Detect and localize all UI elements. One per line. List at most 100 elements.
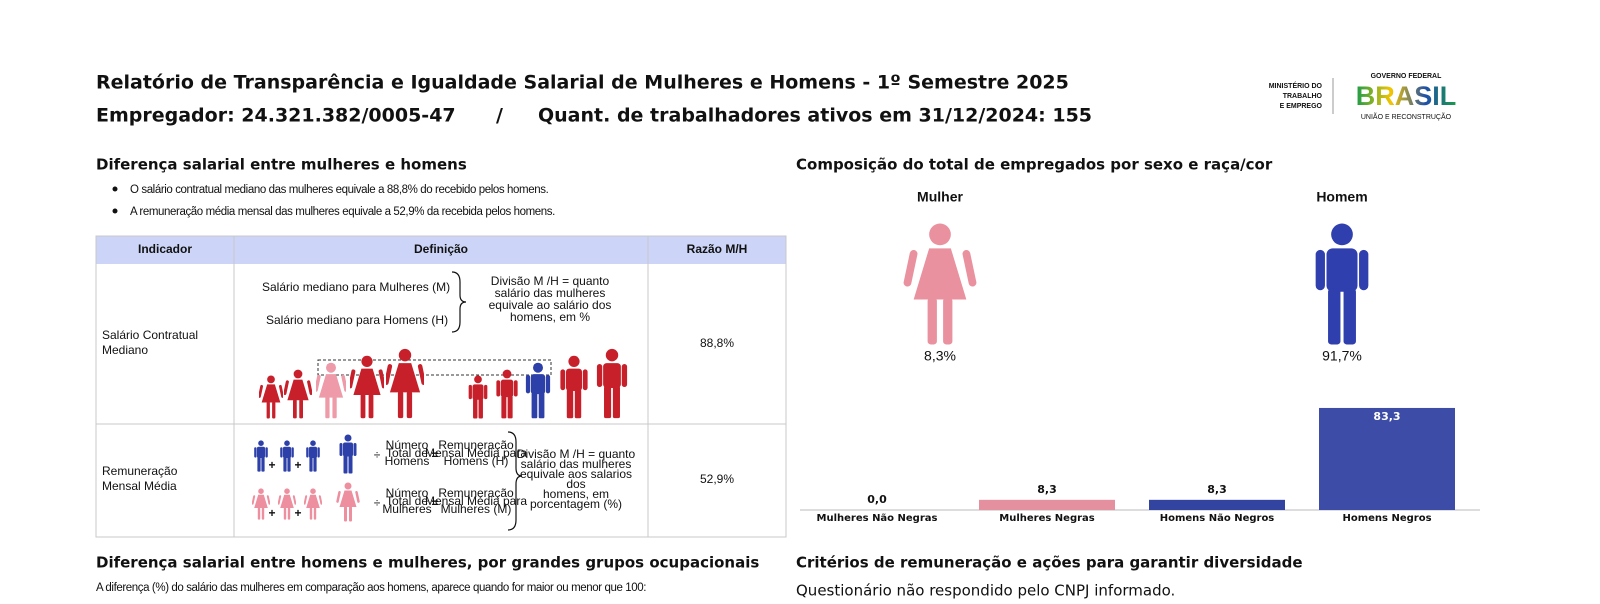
bullet-text: O salário contratual mediano das mulhere…	[130, 184, 549, 196]
operator: +	[268, 458, 275, 472]
formula-text: Remuneração	[438, 438, 514, 452]
definition-note: homens, em %	[510, 310, 590, 324]
woman-figure	[902, 223, 978, 345]
definition-note: salário das mulheres	[495, 286, 606, 300]
section-title: Diferença salarial entre mulheres e home…	[96, 156, 467, 174]
ministry-line: MINISTÉRIO DO	[1269, 81, 1323, 90]
bar	[979, 499, 1115, 510]
separator: /	[496, 105, 503, 127]
man-figure	[1315, 223, 1369, 345]
formula-text: Remuneração	[438, 486, 514, 500]
formula-text: Total de	[386, 494, 428, 508]
value-label: 8,3	[1037, 483, 1057, 496]
definition-note: equivale ao salário dos	[489, 298, 612, 312]
woman-icon	[284, 369, 312, 419]
ratio: 52,9%	[700, 472, 734, 486]
formula-text: Mulheres (M)	[441, 502, 512, 516]
section-title: Composição do total de empregados por se…	[796, 156, 1273, 174]
woman-icon	[386, 348, 424, 419]
column-header: Definição	[414, 242, 468, 256]
definition-note: dos	[566, 477, 585, 491]
operator: +	[294, 458, 301, 472]
woman-icon	[304, 488, 322, 520]
definition-note: equivale aos salarios	[520, 467, 632, 481]
woman-icon	[336, 482, 360, 522]
brace	[507, 431, 523, 531]
bar-chart: 0,0 Mulheres Não Negras 8,3 Mulheres Negras…	[817, 407, 1455, 524]
definition-note: homens, em	[543, 487, 609, 501]
definition-text: Salário mediano para Mulheres (M)	[262, 280, 450, 294]
definition-text: Salário mediano para Homens (H)	[266, 313, 448, 327]
man-icon	[560, 355, 588, 419]
men-share: 91,7%	[1322, 348, 1362, 364]
bullet	[112, 208, 118, 214]
employer: Empregador: 24.321.382/0005-47	[96, 105, 456, 127]
report-title: Relatório de Transparência e Igualdade S…	[96, 72, 1069, 94]
category-label: Homens Negros	[1342, 513, 1431, 524]
bullet	[112, 186, 118, 192]
woman-icon	[316, 362, 346, 419]
operator: ÷	[374, 496, 381, 510]
table-border	[95, 235, 787, 538]
bar	[1319, 407, 1455, 510]
indicator: Mediano	[102, 343, 148, 357]
operator: +	[294, 506, 301, 520]
definition-note: salário das mulheres	[521, 457, 632, 471]
value-label: 83,3	[1373, 410, 1400, 423]
man-icon	[306, 440, 320, 472]
workers: Quant. de trabalhadores ativos em 31/12/…	[538, 105, 1092, 127]
formula-text: Mulheres	[382, 502, 431, 516]
man-icon	[525, 362, 551, 419]
women-share: 8,3%	[924, 348, 956, 364]
definition-note: Divisão M /H = quanto	[491, 274, 610, 288]
women-label: Mulher	[917, 189, 963, 205]
bullet-text: A remuneração média mensal das mulheres …	[130, 206, 555, 218]
formula-text: Homens	[385, 454, 430, 468]
section-title: Diferença salarial entre homens e mulher…	[96, 554, 759, 572]
operator: +	[268, 506, 275, 520]
ratio: 88,8%	[700, 336, 734, 350]
ministry-line: TRABALHO	[1283, 93, 1323, 100]
value-label: 0,0	[867, 493, 887, 506]
median-box	[317, 359, 552, 376]
formula-text: Mensal Média para	[425, 446, 527, 460]
men-label: Homem	[1316, 189, 1367, 205]
operator: ÷	[374, 448, 381, 462]
man-icon	[596, 348, 628, 419]
indicator: Salário Contratual	[102, 328, 198, 342]
column-header: Razão M/H	[687, 242, 748, 256]
man-icon	[468, 375, 488, 419]
woman-icon	[259, 375, 283, 419]
bar	[1149, 499, 1285, 510]
category-label: Mulheres Não Negras	[817, 513, 938, 524]
formula-text: Número	[386, 438, 429, 452]
definition-note: porcentagem (%)	[530, 497, 622, 511]
formula-text: Número	[386, 486, 429, 500]
definition-note: Divisão M /H = quanto	[517, 447, 636, 461]
table-header	[96, 236, 786, 264]
brand: BRASIL	[1356, 81, 1457, 111]
ministry-line: E EMPREGO	[1280, 103, 1323, 110]
slogan: UNIÃO E RECONSTRUÇÃO	[1361, 112, 1452, 121]
government: GOVERNO FEDERAL	[1371, 73, 1443, 80]
operator: =	[431, 496, 438, 510]
indicator: Mensal Média	[102, 479, 177, 493]
woman-icon	[350, 355, 384, 419]
column-header: Indicador	[138, 242, 192, 256]
category-label: Mulheres Negras	[999, 513, 1095, 524]
section-title: Critérios de remuneração e ações para ga…	[796, 554, 1303, 572]
man-icon	[496, 369, 518, 419]
man-icon	[280, 440, 294, 472]
section-text: Questionário não respondido pelo CNPJ in…	[796, 582, 1175, 600]
man-icon	[254, 440, 268, 472]
formula-text: Mensal Média para	[425, 494, 527, 508]
formula-text: Homens (H)	[444, 454, 509, 468]
category-label: Homens Não Negros	[1160, 513, 1275, 524]
section-text: A diferença (%) do salário das mulheres …	[96, 582, 646, 594]
brace	[451, 271, 467, 333]
value-label: 8,3	[1207, 483, 1227, 496]
formula-text: Total de	[386, 446, 428, 460]
